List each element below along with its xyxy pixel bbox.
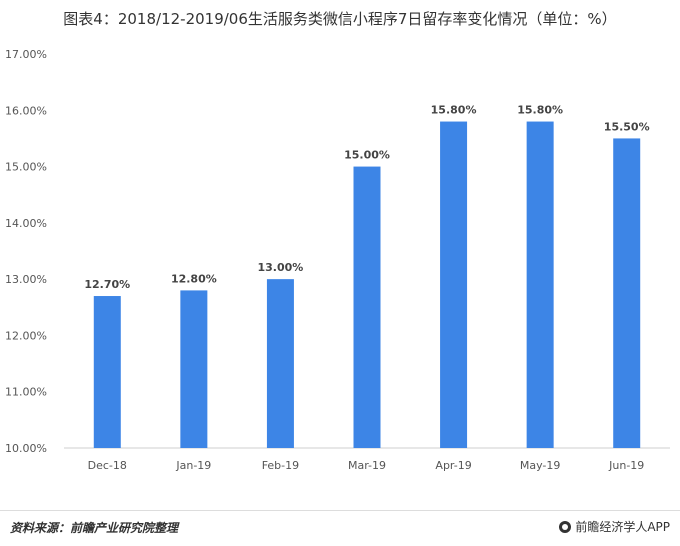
y-tick-label: 14.00%: [5, 217, 47, 230]
y-tick-label: 15.00%: [5, 161, 47, 174]
x-tick-label: Jun-19: [608, 459, 644, 472]
x-tick-label: Mar-19: [348, 459, 386, 472]
bar: [266, 279, 294, 448]
brand: 前瞻经济学人APP: [559, 518, 670, 535]
bar: [526, 121, 554, 449]
y-tick-label: 10.00%: [5, 442, 47, 455]
data-label: 15.50%: [604, 120, 650, 133]
bar: [353, 166, 381, 449]
x-tick-label: Jan-19: [175, 459, 211, 472]
data-label: 13.00%: [258, 261, 304, 274]
x-tick-label: Feb-19: [262, 459, 299, 472]
qianzhan-logo-icon: [559, 520, 572, 533]
footer: 资料来源：前瞻产业研究院整理 前瞻经济学人APP: [0, 510, 680, 541]
x-tick-label: Apr-19: [435, 459, 471, 472]
x-tick-label: Dec-18: [88, 459, 127, 472]
data-label: 15.00%: [344, 149, 390, 162]
bar: [613, 138, 641, 448]
data-label: 15.80%: [431, 104, 477, 117]
source-note: 资料来源：前瞻产业研究院整理: [10, 521, 179, 535]
bar: [440, 121, 468, 449]
y-tick-label: 12.00%: [5, 329, 47, 342]
bar: [93, 296, 121, 448]
chart-title: 图表4：2018/12-2019/06生活服务类微信小程序7日留存率变化情况（单…: [63, 10, 617, 28]
data-label: 15.80%: [517, 104, 563, 117]
y-tick-label: 13.00%: [5, 273, 47, 286]
bar-chart: 10.00% 11.00% 12.00% 13.00% 14.00% 15.00% 16.0…: [5, 48, 670, 472]
y-tick-label: 11.00%: [5, 386, 47, 399]
data-label: 12.70%: [84, 278, 130, 291]
x-tick-label: May-19: [520, 459, 561, 472]
brand-label: 前瞻经济学人APP: [575, 520, 670, 534]
bar: [180, 290, 208, 448]
y-tick-label: 16.00%: [5, 104, 47, 117]
y-tick-label: 17.00%: [5, 48, 47, 61]
data-label: 12.80%: [171, 272, 217, 285]
